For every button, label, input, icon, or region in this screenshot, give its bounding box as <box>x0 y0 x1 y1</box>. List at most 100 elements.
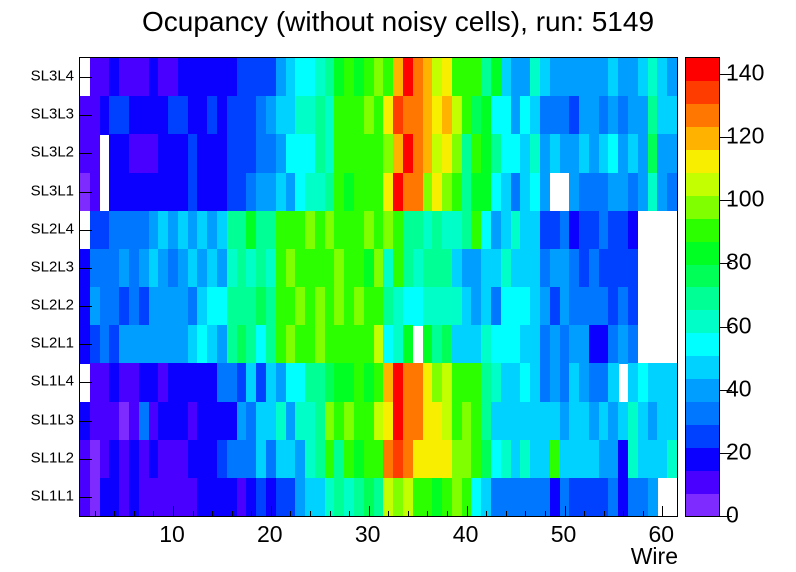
heatmap-cell <box>256 210 267 250</box>
heatmap-cell <box>295 477 306 517</box>
x-minor-tick <box>251 511 253 516</box>
heatmap-cell <box>549 363 561 402</box>
heatmap-cell <box>549 401 561 441</box>
heatmap-cell <box>109 325 120 364</box>
heatmap-cell <box>481 401 492 441</box>
colorbar-tick-label: 60 <box>726 312 752 338</box>
heatmap-cell <box>461 363 472 402</box>
heatmap-cell <box>432 477 443 517</box>
heatmap-cell <box>598 287 609 326</box>
heatmap-cell <box>158 477 169 517</box>
heatmap-cell <box>265 439 277 479</box>
heatmap-cell <box>579 439 590 479</box>
heatmap-cell <box>588 439 600 479</box>
heatmap-cell <box>344 363 355 402</box>
heatmap-cell <box>500 363 512 402</box>
heatmap-cell <box>461 477 472 517</box>
heatmap-cell <box>119 210 130 250</box>
heatmap-cell <box>158 210 169 250</box>
heatmap-cell <box>569 401 580 441</box>
heatmap-cell <box>442 210 453 250</box>
heatmap-cell <box>373 172 384 212</box>
heatmap-cell <box>226 477 238 517</box>
x-minor-tick <box>329 511 331 516</box>
heatmap-cell <box>187 363 198 402</box>
heatmap-cell <box>510 401 521 441</box>
colorbar-band <box>686 401 719 425</box>
heatmap-cell <box>667 401 678 441</box>
heatmap-cell <box>373 401 384 441</box>
heatmap-cell <box>89 477 101 517</box>
heatmap-cell <box>383 287 394 326</box>
x-minor-tick <box>153 511 155 516</box>
heatmap-cell <box>647 134 658 173</box>
heatmap-cell <box>491 325 502 364</box>
heatmap-cell <box>99 287 110 326</box>
heatmap-cell <box>579 401 590 441</box>
x-minor-tick <box>94 511 96 516</box>
heatmap-cell <box>148 210 159 250</box>
heatmap-cell <box>608 96 619 135</box>
heatmap-cell <box>314 325 326 364</box>
heatmap-cell <box>275 363 287 402</box>
heatmap-cell <box>393 210 404 250</box>
heatmap-cell <box>148 96 159 135</box>
heatmap-cell <box>637 401 649 441</box>
heatmap-cell <box>539 477 551 517</box>
heatmap-cell <box>510 172 521 212</box>
heatmap-cell <box>89 210 101 250</box>
heatmap-cell <box>285 172 296 212</box>
heatmap-cell <box>89 58 101 97</box>
heatmap-cell <box>275 401 287 441</box>
heatmap-cell <box>217 172 228 212</box>
heatmap-cell <box>314 172 326 212</box>
heatmap-cell <box>393 96 404 135</box>
colorbar-tick-label: 100 <box>726 185 765 212</box>
heatmap-cell <box>207 325 218 364</box>
heatmap-cell <box>324 477 335 517</box>
heatmap-cell <box>520 58 531 97</box>
heatmap-cell <box>89 134 101 173</box>
heatmap-cell <box>461 401 472 441</box>
heatmap-cell <box>530 401 541 441</box>
heatmap-cell <box>109 96 120 135</box>
heatmap-cell <box>246 287 257 326</box>
heatmap-cell <box>412 210 424 250</box>
heatmap-cell <box>187 210 198 250</box>
heatmap-cell <box>461 325 472 364</box>
heatmap-cell <box>373 287 384 326</box>
heatmap-cell <box>598 210 609 250</box>
x-minor-tick <box>623 511 625 516</box>
heatmap-cell <box>236 172 247 212</box>
heatmap-cell <box>226 134 238 173</box>
heatmap-cell <box>588 325 600 364</box>
heatmap-cell <box>324 210 335 250</box>
heatmap-cell <box>667 96 678 135</box>
heatmap-cell <box>520 287 531 326</box>
heatmap-cell <box>119 363 130 402</box>
heatmap-cell <box>442 287 453 326</box>
heatmap-cell <box>138 58 149 97</box>
colorbar-tick-label: 140 <box>726 59 765 86</box>
heatmap-cell <box>569 248 580 288</box>
heatmap-cell <box>168 287 179 326</box>
heatmap-cell <box>109 439 120 479</box>
heatmap-cell <box>99 325 110 364</box>
heatmap-cell <box>383 58 394 97</box>
heatmap-cell <box>432 134 443 173</box>
heatmap-cell <box>647 363 658 402</box>
heatmap-cell <box>569 58 580 97</box>
heatmap-cell <box>373 58 384 97</box>
heatmap-cell <box>451 325 463 364</box>
heatmap-cell <box>637 134 649 173</box>
heatmap-cell <box>295 172 306 212</box>
heatmap-cell <box>89 401 101 441</box>
heatmap-cell <box>598 96 609 135</box>
heatmap-cell <box>520 363 531 402</box>
heatmap-cell <box>569 172 580 212</box>
heatmap-cell <box>314 248 326 288</box>
heatmap-cell <box>168 134 179 173</box>
heatmap-cell <box>314 439 326 479</box>
heatmap-cell <box>177 248 189 288</box>
heatmap-cell <box>530 58 541 97</box>
